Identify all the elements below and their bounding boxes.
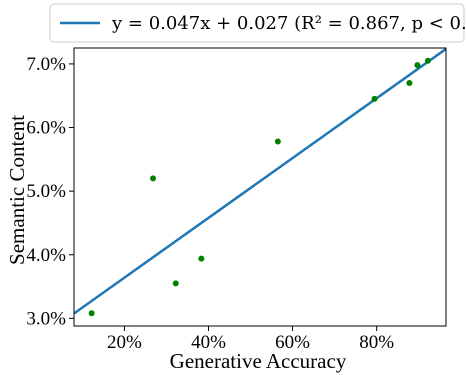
x-tick-label: 60% [275,332,310,353]
data-point [198,255,205,262]
data-point [424,57,431,64]
y-tick-label: 3.0% [26,308,66,329]
y-tick-label: 7.0% [26,54,66,75]
x-axis-label: Generative Accuracy [170,349,347,373]
x-tick-label: 80% [359,332,394,353]
y-axis-label: Semantic Content [5,115,29,265]
axes-frame [73,47,447,327]
legend-label: y = 0.047x + 0.027 (R² = 0.867, p < 0.00… [111,13,466,34]
y-tick-label: 4.0% [26,245,66,266]
x-tick-label: 20% [107,332,142,353]
data-point [274,138,281,145]
data-point [406,79,413,86]
data-point [150,175,157,182]
plot-area: 20% 40% 60% 80% 3.0% 4.0% 5.0% 6.0% 7.0% [26,47,447,353]
y-tick-label: 5.0% [26,181,66,202]
legend-frame [49,3,465,43]
regression-line [74,48,446,315]
x-tick-label: 40% [191,332,226,353]
data-point [88,310,95,317]
y-tick-label: 6.0% [26,118,66,139]
data-point [172,280,179,287]
legend: y = 0.047x + 0.027 (R² = 0.867, p < 0.00… [49,3,466,43]
data-point [371,95,378,102]
data-point [414,62,421,69]
